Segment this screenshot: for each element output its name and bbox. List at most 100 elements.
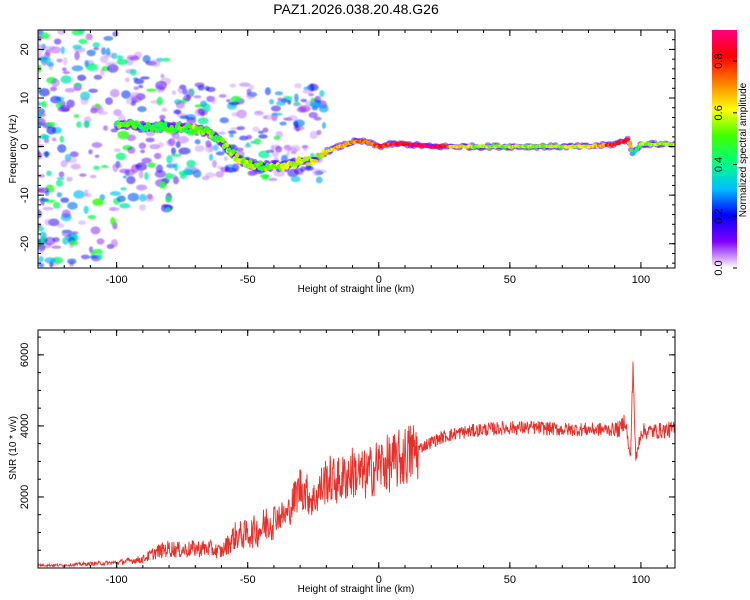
spectrogram-noise-blob bbox=[56, 58, 63, 63]
bottom-y-tick-label: 6000 bbox=[19, 343, 31, 367]
top-x-tick-label: -50 bbox=[240, 274, 256, 286]
spectrogram-noise-blob bbox=[119, 168, 131, 174]
colorbar-tick-label: 0.4 bbox=[713, 157, 725, 172]
spectrogram-noise-blob bbox=[144, 194, 155, 202]
spectrogram-noise-blob bbox=[129, 92, 141, 101]
spectrogram-noise-blob bbox=[38, 117, 46, 126]
spectrogram-noise-blob bbox=[69, 151, 79, 158]
spectrogram-noise-blob bbox=[78, 30, 85, 34]
spectrogram-noise-blob bbox=[309, 83, 315, 92]
spectrogram-noise-blob bbox=[112, 31, 119, 37]
spectrogram-noise-blob bbox=[309, 130, 318, 139]
spectrogram-noise-blob bbox=[231, 112, 240, 117]
spectrogram-noise-blob bbox=[138, 170, 144, 179]
spectrogram-noise-blob bbox=[113, 109, 122, 117]
spectrogram-noise-blob bbox=[157, 141, 165, 148]
spectrogram-noise-blob bbox=[130, 68, 137, 76]
spectrogram-noise-blob bbox=[122, 175, 127, 179]
spectrogram-ridge-cell bbox=[304, 158, 309, 162]
bottom-plot-frame bbox=[37, 329, 676, 569]
colorbar-tick-label: 0.6 bbox=[713, 105, 725, 120]
spectrogram-noise-blob bbox=[103, 125, 108, 131]
spectrogram-noise-blob bbox=[117, 130, 130, 140]
spectrogram-noise-blob bbox=[309, 102, 321, 107]
spectrogram-noise-blob bbox=[218, 94, 227, 98]
spectrogram-noise-blob bbox=[53, 38, 62, 45]
spectrogram-noise-blob bbox=[229, 133, 234, 138]
spectrogram-noise-blob bbox=[140, 76, 150, 80]
spectrogram-noise-blob bbox=[303, 86, 312, 91]
spectrogram-noise-blob bbox=[66, 99, 75, 108]
spectrogram-noise-blob bbox=[93, 47, 100, 51]
spectrogram-noise-blob bbox=[133, 86, 139, 90]
spectrogram-noise-blob bbox=[285, 151, 290, 157]
bottom-x-axis-label: Height of straight line (km) bbox=[298, 584, 415, 595]
top-x-tick-label: 100 bbox=[632, 274, 650, 286]
spectrogram-noise-blob bbox=[44, 257, 56, 264]
spectrogram-noise-blob bbox=[91, 142, 103, 148]
spectrogram-noise-blob bbox=[135, 184, 148, 191]
spectrogram-noise-blob bbox=[63, 57, 68, 66]
spectrogram-noise-blob bbox=[56, 176, 65, 180]
spectrogram-noise-blob bbox=[287, 115, 298, 121]
spectrogram-ridge-cell bbox=[210, 130, 215, 136]
spectrogram-noise-blob bbox=[290, 176, 301, 183]
spectrogram-noise-blob bbox=[155, 80, 167, 90]
spectrogram-noise-blob bbox=[230, 95, 242, 104]
spectrogram-noise-blob bbox=[183, 94, 192, 101]
spectrogram-noise-blob bbox=[166, 163, 176, 169]
spectrogram-noise-blob bbox=[93, 165, 100, 170]
top-y-axis-label: Frequency (Hz) bbox=[8, 115, 19, 184]
top-x-axis-label: Height of straight line (km) bbox=[298, 284, 415, 295]
spectrogram-noise-blob bbox=[292, 102, 303, 107]
spectrogram-noise-blob bbox=[175, 141, 181, 148]
spectrogram-noise-blob bbox=[95, 103, 100, 108]
spectrogram-noise-blob bbox=[293, 121, 299, 128]
spectrogram-noise-blob bbox=[120, 187, 127, 191]
spectrogram-noise-blob bbox=[166, 139, 177, 147]
spectrogram-noise-blob bbox=[66, 176, 73, 182]
spectrogram-noise-blob bbox=[291, 151, 297, 155]
spectrogram-ridge-cell bbox=[313, 159, 319, 163]
spectrogram-noise-blob bbox=[61, 67, 67, 72]
spectrogram-noise-blob bbox=[51, 245, 62, 249]
spectrogram-noise-blob bbox=[211, 96, 217, 105]
spectrogram-noise-blob bbox=[100, 164, 109, 169]
spectrogram-noise-blob bbox=[74, 51, 80, 61]
spectrogram-noise-blob bbox=[281, 98, 289, 103]
spectrogram-noise-blob bbox=[64, 87, 76, 93]
spectrogram-noise-blob bbox=[35, 25, 45, 29]
spectrogram-noise-blob bbox=[274, 91, 283, 96]
bottom-x-tick-label: 50 bbox=[504, 574, 516, 586]
spectrogram-noise-blob bbox=[308, 92, 315, 97]
spectrogram-noise-blob bbox=[238, 82, 251, 87]
spectrogram-noise-blob bbox=[56, 223, 65, 229]
spectrogram-noise-blob bbox=[315, 176, 323, 184]
spectrogram-noise-blob bbox=[38, 198, 49, 202]
spectrogram-noise-blob bbox=[41, 135, 51, 139]
spectrogram-noise-blob bbox=[271, 112, 283, 116]
top-y-tick-label: -20 bbox=[19, 236, 31, 252]
spectrogram-noise-blob bbox=[38, 43, 43, 48]
spectrogram-noise-blob bbox=[51, 78, 60, 88]
spectrogram-noise-blob bbox=[218, 131, 226, 135]
spectrogram-noise-blob bbox=[57, 144, 67, 153]
spectrogram-noise-blob bbox=[142, 55, 151, 63]
spectrogram-noise-blob bbox=[192, 169, 202, 178]
spectrogram-noise-blob bbox=[105, 47, 111, 56]
spectrogram-noise-blob bbox=[90, 226, 101, 235]
spectrogram-noise-blob bbox=[72, 44, 82, 50]
spectrogram-noise-blob bbox=[38, 263, 45, 268]
colorbar-label: Normalized spectral amplitude bbox=[738, 82, 749, 217]
spectrogram-noise-blob bbox=[85, 63, 98, 72]
spectrogram-noise-blob bbox=[55, 179, 63, 187]
spectrogram-noise-blob bbox=[42, 206, 54, 211]
spectrogram-noise-blob bbox=[147, 162, 156, 168]
spectrogram-noise-blob bbox=[88, 149, 93, 155]
spectrogram-noise-blob bbox=[133, 78, 145, 85]
spectrogram-noise-blob bbox=[77, 74, 87, 81]
spectrogram-noise-blob bbox=[321, 122, 327, 129]
spectrogram-noise-blob bbox=[145, 137, 155, 143]
colorbar-ramp bbox=[712, 30, 737, 268]
spectrogram-noise-blob bbox=[271, 151, 279, 158]
